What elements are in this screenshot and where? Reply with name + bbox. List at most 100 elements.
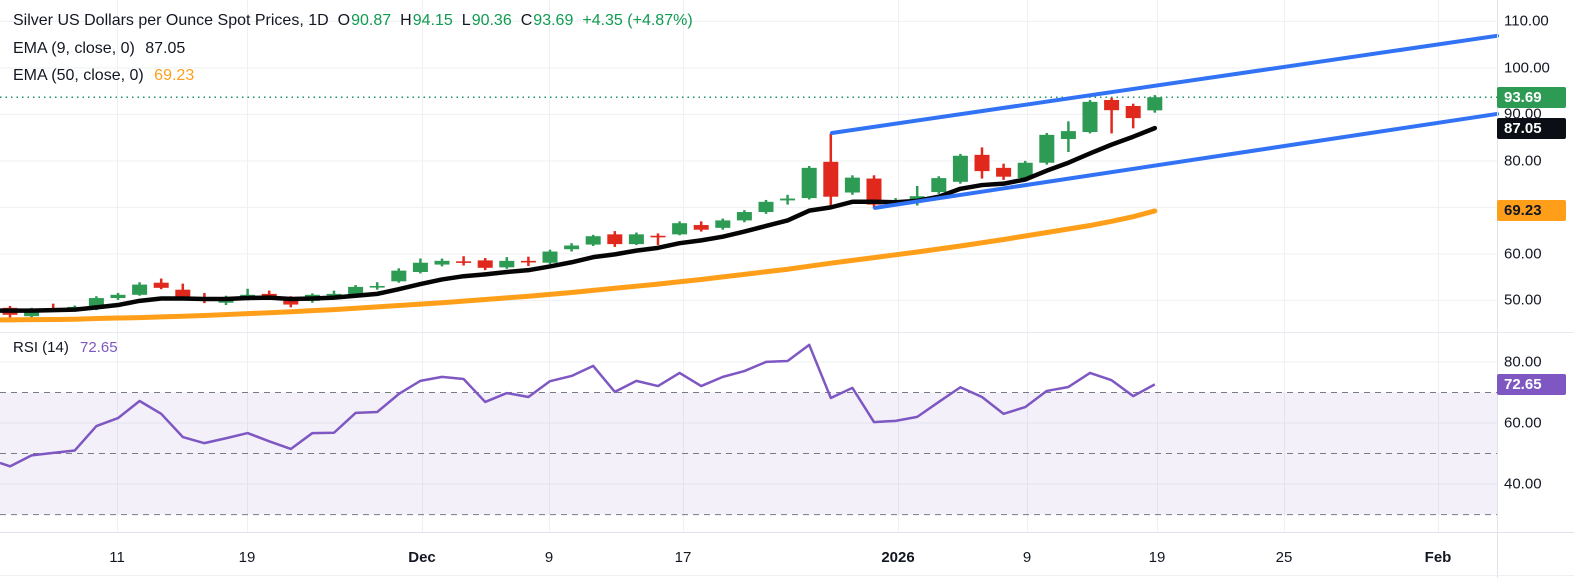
ema50-legend-row[interactable]: EMA (50, close, 0) 69.23 [13,67,194,85]
candle[interactable] [1082,99,1098,134]
ema50-label: EMA (50, close, 0) [13,67,144,84]
candle[interactable] [1104,97,1120,134]
ema9-line[interactable] [0,125,1158,313]
rsi-axis-label: 40.00 [1504,475,1542,493]
candle-body [412,262,428,273]
candle[interactable] [693,221,709,232]
ohlc-key: L [461,12,471,29]
candle[interactable] [650,233,666,246]
candle[interactable] [477,258,493,271]
time-axis-label: 25 [1275,549,1293,566]
candle-body [628,234,644,245]
candle-body [499,260,515,268]
ema50-price-badge: 69.23 [1497,200,1566,222]
candle-body [585,236,601,245]
candle-body [132,284,148,295]
candle-body [1104,99,1120,111]
candle-body [153,282,169,288]
candle[interactable] [628,232,644,246]
rsi-line[interactable] [0,343,1156,468]
candle[interactable] [520,256,536,266]
candle[interactable] [931,176,947,194]
candle[interactable] [369,282,385,290]
candle-body [175,289,191,299]
price-axis-label: 80.00 [1504,152,1542,170]
candle[interactable] [542,249,558,265]
pane-divider[interactable] [0,332,1574,333]
candle[interactable] [564,243,580,252]
candle-body [456,261,472,263]
candle-body [844,177,860,193]
candle[interactable] [607,231,623,247]
candle[interactable] [1039,132,1055,165]
rsi-legend-row[interactable]: RSI (14) 72.65 [13,339,118,356]
candle-body [780,198,796,201]
candle[interactable] [844,175,860,195]
candle-body [564,245,580,250]
candle[interactable] [434,258,450,267]
ema9-legend-row[interactable]: EMA (9, close, 0) 87.05 [13,40,185,58]
candle-body [693,225,709,230]
candle[interactable] [585,234,601,246]
candle[interactable] [996,163,1012,180]
candle[interactable] [132,282,148,296]
candle[interactable] [801,166,817,200]
price-axis-label: 60.00 [1504,245,1542,263]
candle-series[interactable] [2,95,1163,319]
candle[interactable] [780,194,796,205]
time-axis-label: 11 [109,549,125,566]
candle[interactable] [952,153,968,184]
time-axis-label: 9 [1022,549,1032,566]
candle-body [823,161,839,197]
rsi-value: 72.65 [80,339,118,356]
candle[interactable] [736,210,752,223]
candle[interactable] [412,258,428,274]
candle[interactable] [715,218,731,230]
candle-body [391,270,407,282]
candle-body [715,220,731,228]
candle[interactable] [672,221,688,236]
ema50-line[interactable] [0,208,1158,323]
candle[interactable] [758,199,774,214]
gridlines [0,0,1497,532]
candle[interactable] [1017,160,1033,180]
ema9-label: EMA (9, close, 0) [13,40,135,57]
rsi-value-badge: 72.65 [1497,373,1566,395]
ohlc-key: C [520,12,533,29]
candle-body [110,294,126,299]
candle[interactable] [391,268,407,283]
symbol-title: Silver US Dollars per Ounce Spot Prices,… [13,12,329,29]
candle[interactable] [153,278,169,290]
rsi-axis-label: 60.00 [1504,414,1542,432]
price-axis-label: 110.00 [1504,12,1549,30]
time-axis-label: Feb [1424,549,1452,566]
symbol-legend-row[interactable]: Silver US Dollars per Ounce Spot Prices,… [13,12,693,30]
candle[interactable] [499,257,515,269]
channel-lower-trendline[interactable] [873,111,1499,210]
candle-body [758,201,774,213]
candle-body [1125,106,1141,119]
ohlc-key: O [337,12,351,29]
time-axis-label: 19 [238,549,256,566]
candle-body [952,155,968,182]
channel-upper-trendline[interactable] [830,33,1499,135]
candle[interactable] [110,292,126,300]
candle[interactable] [1060,121,1076,153]
candle-body [650,235,666,238]
candle[interactable] [1125,103,1141,129]
candle[interactable] [823,133,839,206]
time-axis-label: Dec [408,549,436,566]
ohlc-value: 90.36 [471,12,512,29]
ohlc-value: 90.87 [351,12,392,29]
candle[interactable] [974,147,990,179]
time-axis-label: 9 [544,549,554,566]
rsi-axis-label: 80.00 [1504,353,1542,371]
candle-body [801,167,817,199]
candle[interactable] [456,256,472,266]
candle-body [283,298,299,305]
price-axis-label: 50.00 [1504,291,1542,309]
candle-body [672,223,688,235]
candle[interactable] [1147,95,1163,113]
